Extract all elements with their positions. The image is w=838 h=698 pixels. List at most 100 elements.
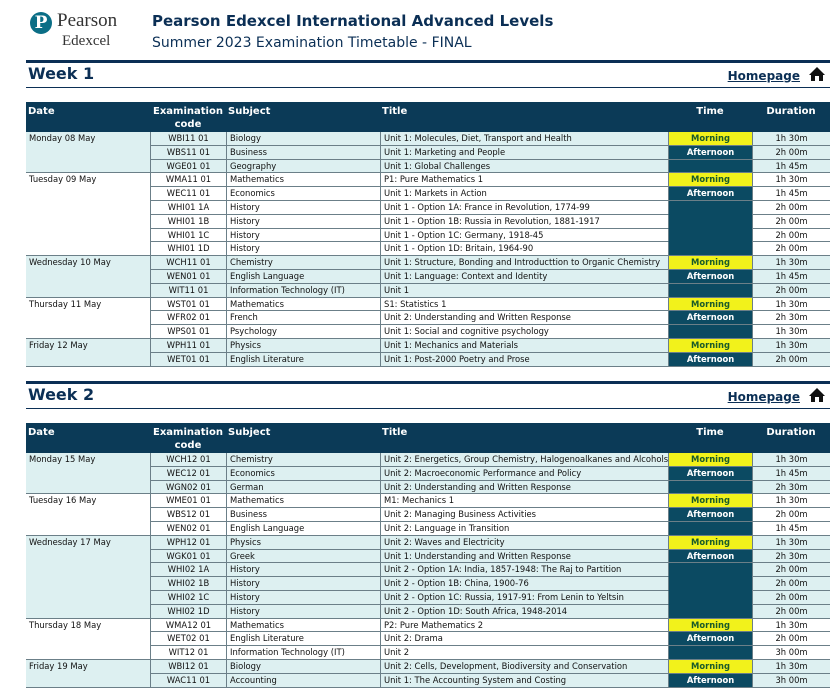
subject-cell: Geography — [226, 159, 380, 174]
subject-cell: History — [226, 200, 380, 215]
title-cell: Unit 1: Structure, Bonding and Introduct… — [380, 256, 668, 270]
subject-cell: History — [226, 590, 380, 605]
subject-cell: Mathematics — [226, 494, 380, 509]
time-cell: Afternoon — [668, 466, 752, 481]
time-cell: Morning — [668, 659, 752, 674]
table-row: WHI01 1C History Unit 1 - Option 1C: Germa… — [26, 228, 830, 243]
code-cell: WHI01 1B — [150, 214, 226, 229]
title-cell: Unit 2: Language in Transition — [380, 521, 668, 536]
homepage-link[interactable]: Homepage — [727, 69, 800, 83]
time-cell — [668, 590, 752, 605]
duration-cell: 1h 30m — [752, 618, 830, 633]
title-cell: Unit 1: Social and cognitive psychology — [380, 325, 668, 339]
title-cell: Unit 1: Global Challenges — [380, 159, 668, 174]
title-cell: Unit 1: Mechanics and Materials — [380, 338, 668, 353]
table-row: WGE01 01 Geography Unit 1: Global Challeng… — [26, 159, 830, 174]
code-cell: WHI01 1D — [150, 242, 226, 257]
title-cell: Unit 1 - Option 1B: Russia in Revolution… — [380, 214, 668, 229]
title-cell: Unit 2 - Option 1C: Russia, 1917-91: Fro… — [380, 590, 668, 605]
code-cell: WCH11 01 — [150, 256, 226, 270]
home-icon[interactable] — [808, 387, 826, 407]
time-cell: Morning — [668, 173, 752, 188]
date-cell — [26, 577, 150, 591]
time-cell: Morning — [668, 494, 752, 509]
table-row: WAC11 01 Accounting Unit 1: The Accounting… — [26, 673, 830, 688]
time-cell — [668, 577, 752, 591]
code-cell: WHI01 1C — [150, 228, 226, 243]
duration-cell: 1h 30m — [752, 297, 830, 312]
title-cell: Unit 1: Language: Context and Identity — [380, 269, 668, 284]
date-cell — [26, 352, 150, 367]
code-cell: WEN01 01 — [150, 269, 226, 284]
subject-cell: Physics — [226, 535, 380, 550]
table-row: Monday 08 May WBI11 01 Biology Unit 1: Mole… — [26, 132, 830, 146]
code-cell: WBI12 01 — [150, 659, 226, 674]
time-cell: Afternoon — [668, 145, 752, 160]
homepage-link[interactable]: Homepage — [727, 390, 800, 404]
date-cell — [26, 229, 150, 243]
subject-cell: Greek — [226, 549, 380, 564]
date-cell — [26, 242, 150, 257]
date-cell: Thursday 18 May — [29, 619, 102, 630]
week-heading: Week 1 — [28, 64, 95, 83]
date-cell: Wednesday 17 May — [26, 535, 150, 550]
title-cell: Unit 1: The Accounting System and Costin… — [380, 673, 668, 688]
title-cell: Unit 2: Cells, Development, Biodiversity… — [380, 659, 668, 674]
date-cell — [26, 632, 150, 646]
date-cell — [26, 646, 150, 660]
title-cell: Unit 1: Markets in Action — [380, 187, 668, 201]
date-cell — [26, 325, 150, 339]
duration-cell: 1h 30m — [752, 659, 830, 674]
table-row: WHI01 1B History Unit 1 - Option 1B: Russi… — [26, 214, 830, 229]
code-cell: WIT11 01 — [150, 283, 226, 298]
date-cell — [26, 522, 150, 536]
column-header: Title — [382, 106, 408, 117]
week-section: Week 1 Homepage Date Examination code Subjec… — [26, 60, 830, 367]
title-cell: Unit 1 — [380, 283, 668, 298]
date-cell — [26, 187, 150, 201]
time-cell — [668, 325, 752, 339]
subject-cell: Economics — [226, 187, 380, 201]
column-header: Examination code — [153, 106, 223, 130]
time-cell: Afternoon — [668, 269, 752, 284]
code-cell: WMA11 01 — [150, 173, 226, 188]
code-cell: WST01 01 — [150, 297, 226, 312]
column-header: Subject — [228, 106, 271, 117]
code-cell: WFR02 01 — [150, 311, 226, 326]
subject-cell: English Language — [226, 521, 380, 536]
table-row: WIT12 01 Information Technology (IT) Unit … — [26, 646, 830, 660]
subject-cell: History — [226, 214, 380, 229]
duration-cell: 2h 00m — [752, 228, 830, 243]
duration-cell: 1h 45m — [752, 521, 830, 536]
code-cell: WHI02 1A — [150, 563, 226, 578]
date-cell — [26, 269, 150, 284]
table-row: Thursday 11 May WST01 01 Mathematics S1: St… — [26, 297, 830, 312]
title-cell: Unit 2: Understanding and Written Respon… — [380, 311, 668, 326]
home-icon[interactable] — [808, 66, 826, 86]
title-cell: Unit 1 - Option 1C: Germany, 1918-45 — [380, 228, 668, 243]
title-cell: Unit 1: Post-2000 Poetry and Prose — [380, 352, 668, 367]
duration-cell: 1h 30m — [752, 325, 830, 339]
table-row: WGK01 01 Greek Unit 1: Understanding and W… — [26, 549, 830, 564]
duration-cell: 1h 30m — [752, 453, 830, 467]
date-cell — [26, 673, 150, 688]
time-cell: Afternoon — [668, 673, 752, 688]
duration-cell: 1h 30m — [752, 256, 830, 270]
table-row: WEN02 01 English Language Unit 2: Language… — [26, 521, 830, 536]
date-cell — [26, 604, 150, 619]
duration-cell: 2h 00m — [752, 563, 830, 578]
time-cell: Afternoon — [668, 632, 752, 647]
week-heading: Week 2 — [28, 385, 95, 404]
duration-cell: 1h 30m — [752, 173, 830, 188]
code-cell: WBI11 01 — [150, 132, 226, 146]
subject-cell: Mathematics — [226, 297, 380, 312]
table-row: Wednesday 17 May WPH12 01 Physics Unit 2: W… — [26, 535, 830, 550]
table-row: Wednesday 10 May WCH11 01 Chemistry Unit 1:… — [26, 256, 830, 270]
duration-cell: 1h 30m — [752, 535, 830, 550]
table-row: Thursday 18 May WMA12 01 Mathematics P2: Pu… — [26, 618, 830, 633]
title-cell: Unit 1: Molecules, Diet, Transport and H… — [380, 132, 668, 146]
code-cell: WEC12 01 — [150, 466, 226, 481]
code-cell: WBS12 01 — [150, 508, 226, 522]
column-header: Date — [28, 427, 55, 438]
duration-cell: 2h 00m — [752, 508, 830, 522]
